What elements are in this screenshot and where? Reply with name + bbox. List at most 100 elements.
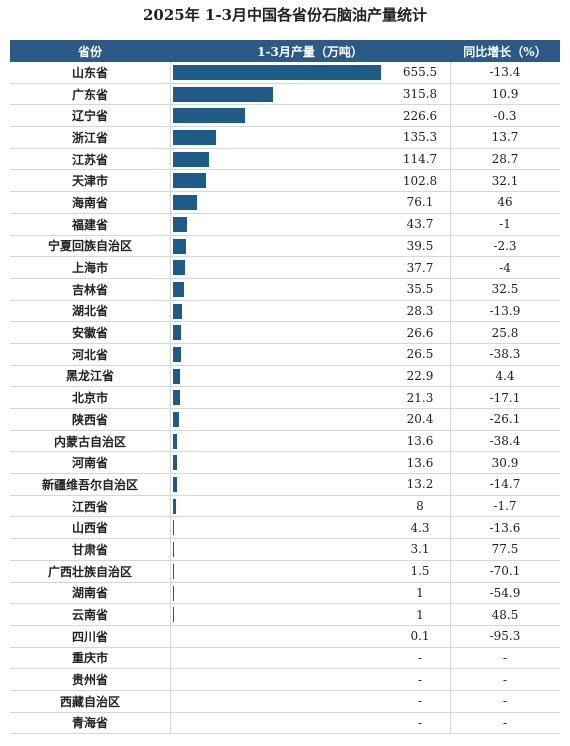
table-row: 湖北省 28.3 -13.9 (10, 300, 560, 323)
province-cell: 湖北省 (71, 304, 108, 319)
growth-cell: 77.5 (491, 542, 519, 557)
province-cell: 山东省 (71, 65, 108, 80)
divider (170, 474, 171, 496)
province-cell: 山西省 (71, 521, 108, 536)
bar (173, 303, 182, 319)
divider (450, 625, 451, 648)
table-row: 甘肃省 3.1 77.5 (10, 539, 560, 561)
divider (450, 235, 451, 258)
bar (173, 346, 182, 362)
divider (450, 712, 451, 735)
title: 2025年 1-3月中国各省份石脑油产量统计 (142, 6, 428, 24)
bar (173, 130, 216, 146)
header-cell: 省份 (77, 44, 102, 59)
output-cell: 37.7 (406, 260, 434, 275)
bar (173, 325, 182, 341)
table-row: 宁夏回族自治区 39.5 -2.3 (10, 235, 560, 258)
province-cell: 宁夏回族自治区 (47, 239, 132, 254)
output-cell: - (417, 672, 423, 687)
province-cell: 吉林省 (71, 282, 108, 297)
growth-cell: - (502, 650, 508, 665)
table-row: 黑龙江省 22.9 4.4 (10, 365, 560, 388)
province-cell: 河北省 (71, 347, 108, 362)
growth-cell: -0.3 (493, 108, 517, 123)
divider (450, 582, 451, 605)
output-cell: 226.6 (402, 108, 438, 123)
divider (450, 474, 451, 496)
bar (173, 65, 381, 80)
header-cell: 1-3月产量（万吨） (257, 44, 363, 59)
table-row: 湖南省 1 -54.9 (10, 582, 560, 605)
table-row: 安徽省 26.6 25.8 (10, 322, 560, 344)
divider (170, 690, 171, 713)
growth-cell: -1 (499, 217, 511, 232)
output-cell: 26.5 (406, 347, 434, 362)
divider (450, 430, 451, 453)
growth-cell: 32.1 (491, 173, 519, 188)
table-row: 新疆维吾尔自治区 13.2 -14.7 (10, 474, 560, 496)
province-cell: 贵州省 (71, 673, 108, 688)
output-cell: - (417, 694, 423, 709)
output-cell: 102.8 (402, 173, 438, 188)
output-cell: - (417, 715, 423, 730)
bar (173, 498, 176, 514)
divider (450, 539, 451, 561)
output-cell: 13.6 (406, 434, 434, 449)
table-row: 浙江省 135.3 13.7 (10, 127, 560, 149)
divider (450, 409, 451, 431)
divider (450, 322, 451, 344)
province-cell: 西藏自治区 (59, 694, 120, 709)
divider (450, 192, 451, 214)
divider (450, 495, 451, 518)
output-cell: 3.1 (410, 542, 430, 557)
bar (173, 281, 185, 297)
growth-cell: - (502, 715, 508, 730)
bar (173, 173, 206, 189)
output-cell: 43.7 (406, 217, 434, 232)
bar (173, 520, 175, 536)
bar (173, 86, 274, 102)
output-cell: 22.9 (406, 368, 434, 383)
divider (170, 257, 171, 279)
table-row: 西藏自治区 - - (10, 690, 560, 713)
divider (170, 343, 171, 366)
divider (170, 430, 171, 453)
header-row: 省份 1-3月产量（万吨） 同比增长（%） (10, 40, 560, 62)
divider (170, 170, 171, 193)
bar (173, 412, 180, 427)
growth-cell: 25.8 (491, 325, 519, 340)
output-cell: 1.5 (410, 564, 430, 579)
divider (450, 170, 451, 193)
growth-cell: - (502, 694, 508, 709)
divider (170, 560, 171, 583)
divider (170, 582, 171, 605)
divider (450, 62, 451, 84)
output-cell: 35.5 (406, 282, 434, 297)
growth-cell: -95.3 (489, 629, 521, 644)
growth-cell: -13.4 (489, 65, 521, 80)
bar (173, 455, 178, 471)
divider (170, 127, 171, 149)
growth-cell: -38.3 (489, 347, 521, 362)
bar (173, 238, 186, 254)
province-cell: 江苏省 (71, 152, 108, 167)
province-cell: 湖南省 (71, 586, 108, 601)
divider (170, 712, 171, 735)
output-cell: 8 (416, 499, 424, 514)
output-cell: 114.7 (402, 152, 438, 167)
growth-cell: -4 (499, 260, 511, 275)
output-cell: 13.6 (406, 455, 434, 470)
divider (170, 495, 171, 518)
output-cell: 1 (416, 607, 424, 622)
bar (173, 368, 181, 384)
divider (170, 213, 171, 236)
divider (450, 452, 451, 475)
table-row: 广西壮族自治区 1.5 -70.1 (10, 560, 560, 583)
province-cell: 辽宁省 (71, 109, 108, 124)
divider (170, 278, 171, 301)
divider (170, 517, 171, 540)
divider (170, 669, 171, 691)
table-row: 山东省 655.5 -13.4 (10, 62, 560, 84)
divider (450, 690, 451, 713)
province-cell: 北京市 (71, 391, 108, 406)
